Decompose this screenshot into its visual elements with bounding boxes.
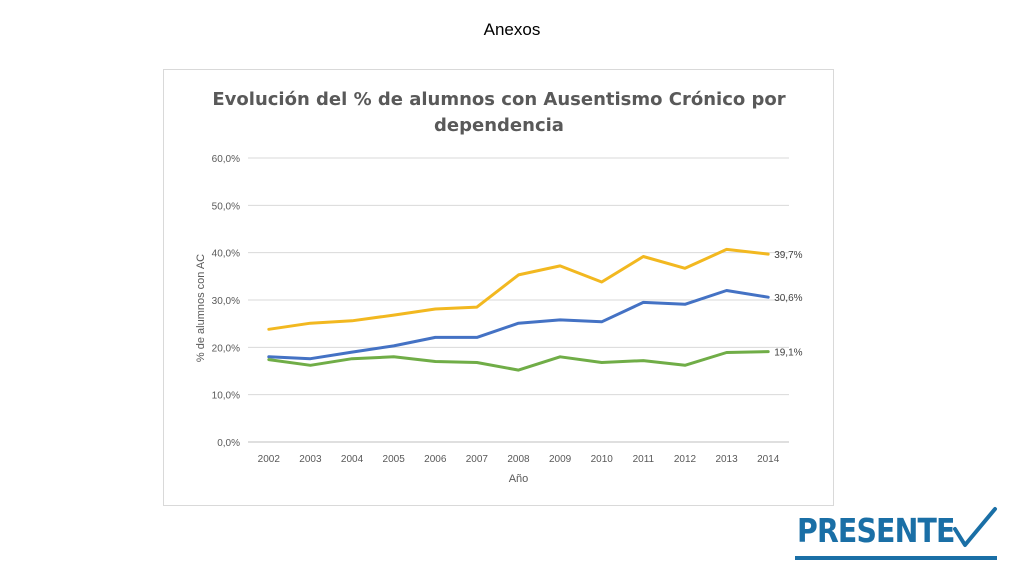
page-title: Anexos xyxy=(483,20,541,39)
y-tick-label: 20,0% xyxy=(212,343,240,354)
y-tick-label: 60,0% xyxy=(212,154,240,165)
x-tick-label: 2002 xyxy=(258,454,281,465)
line-chart: Evolución del % de alumnos con Ausentism… xyxy=(195,89,803,485)
data-label: 19,1% xyxy=(774,348,802,359)
x-tick-label: 2010 xyxy=(591,454,614,465)
x-tick-label: 2006 xyxy=(424,454,447,465)
x-tick-label: 2013 xyxy=(715,454,738,465)
x-tick-label: 2011 xyxy=(633,454,655,465)
x-tick-label: 2014 xyxy=(757,454,780,465)
x-tick-label: 2005 xyxy=(383,454,406,465)
checkmark-icon xyxy=(953,507,997,547)
series-line xyxy=(267,289,770,361)
y-tick-label: 30,0% xyxy=(212,296,240,307)
logo-underline xyxy=(795,556,997,560)
chart-title-line: Evolución del % de alumnos con Ausentism… xyxy=(212,89,785,110)
y-tick-label: 40,0% xyxy=(212,249,240,260)
y-tick-label: 0,0% xyxy=(217,438,240,449)
chart-frame: Evolución del % de alumnos con Ausentism… xyxy=(163,69,834,506)
data-label: 39,7% xyxy=(774,250,802,261)
chart-title-line: dependencia xyxy=(434,115,564,136)
y-axis-title: % de alumnos con AC xyxy=(195,254,207,362)
x-tick-label: 2009 xyxy=(549,454,572,465)
x-tick-label: 2008 xyxy=(507,454,530,465)
logo-text: PRESENTE xyxy=(797,511,955,550)
data-label: 30,6% xyxy=(774,293,802,304)
series-line xyxy=(267,247,770,331)
x-tick-label: 2003 xyxy=(299,454,322,465)
x-axis-title: Año xyxy=(509,473,529,485)
x-tick-label: 2007 xyxy=(466,454,489,465)
x-tick-label: 2004 xyxy=(341,454,364,465)
series-line xyxy=(267,350,770,372)
y-tick-label: 10,0% xyxy=(212,391,240,402)
y-tick-label: 50,0% xyxy=(212,201,240,212)
x-tick-label: 2012 xyxy=(674,454,697,465)
presente-logo: PRESENTE xyxy=(795,505,1000,565)
